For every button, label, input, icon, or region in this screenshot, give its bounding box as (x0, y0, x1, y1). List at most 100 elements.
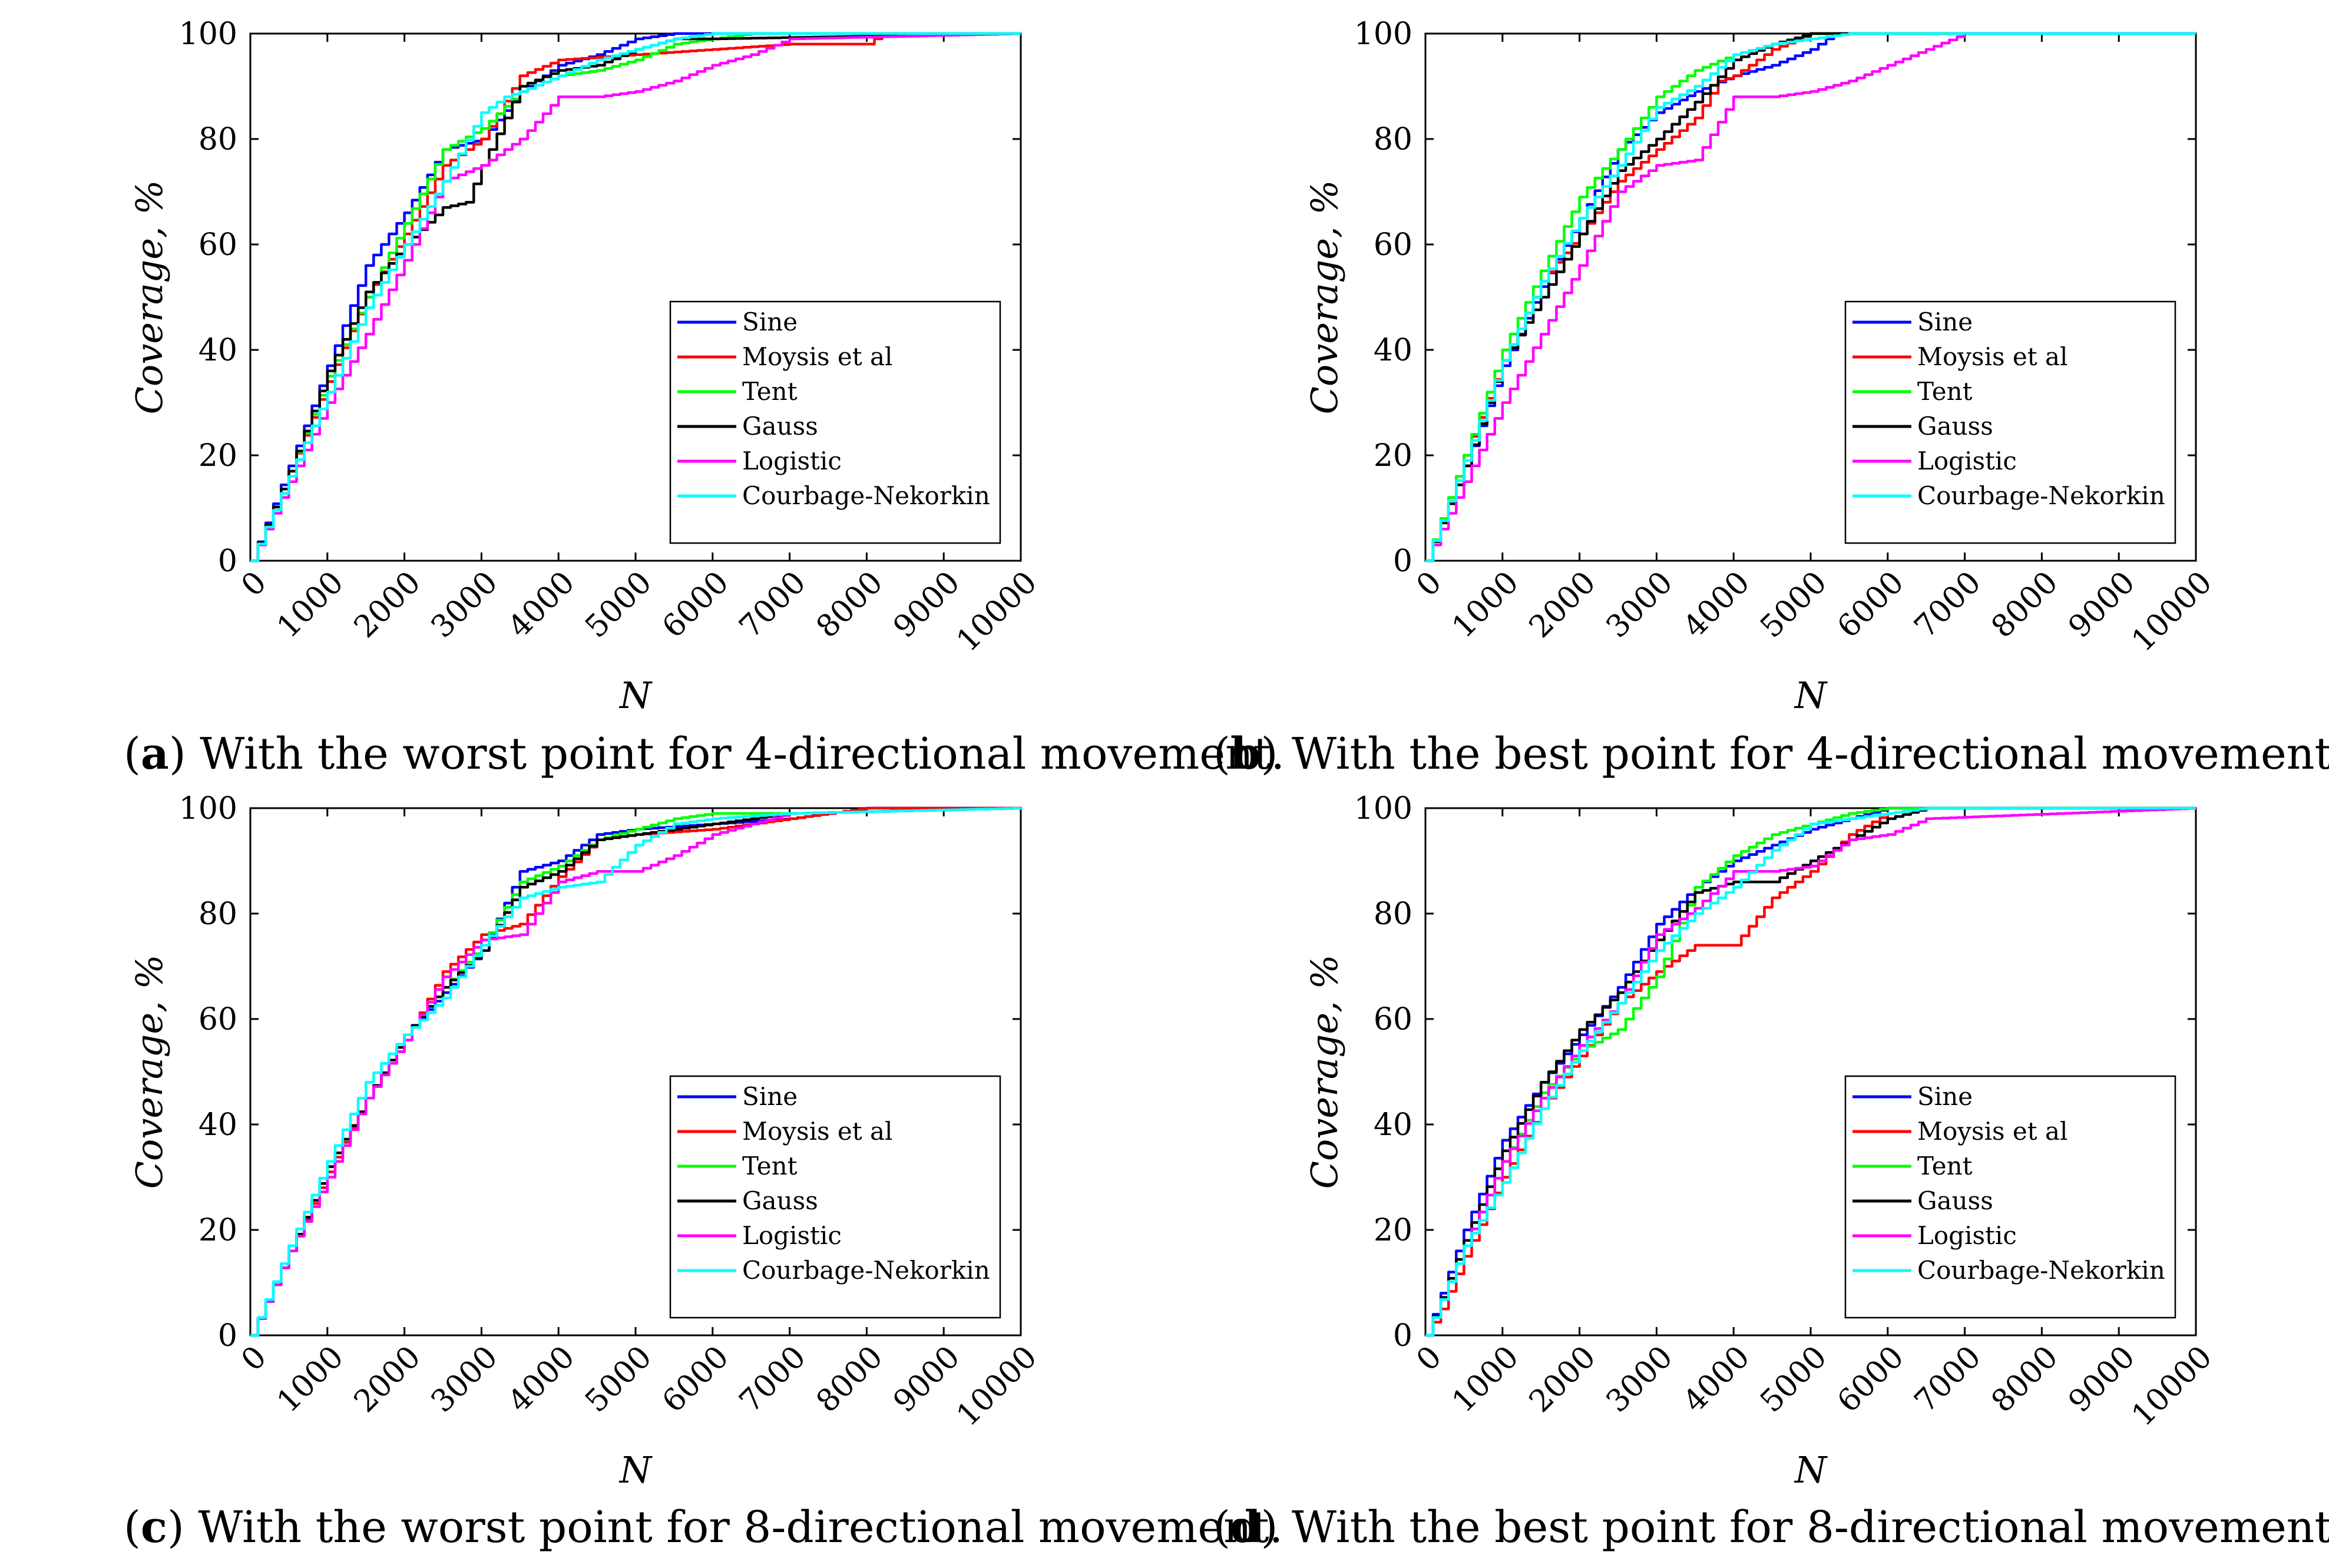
y-tick-label: 40 (199, 1107, 237, 1143)
legend-label: Gauss (1917, 1186, 1993, 1215)
y-tick-label: 0 (1393, 544, 1412, 579)
y-tick-label: 0 (1393, 1318, 1412, 1354)
legend-label: Moysis et al (742, 1117, 892, 1146)
y-tick-label: 60 (199, 227, 237, 263)
chart-panel-c: 0204060801000100020003000400050006000700… (124, 791, 1283, 1553)
x-tick-label: 4000 (1676, 565, 1756, 645)
x-tick-label: 3000 (425, 1339, 505, 1420)
y-axis-label: Coverage, % (128, 955, 171, 1189)
legend: Sine Moysis et al Tent Gauss Logistic Courbag… (1844, 300, 2176, 544)
x-axis-label: N (1794, 674, 1828, 717)
caption-letter: d (1230, 1502, 1261, 1553)
x-tick-label: 2000 (348, 1339, 428, 1420)
series-line-courbage-nekorkin (1425, 32, 2196, 563)
y-tick-label: 20 (199, 438, 237, 474)
x-tick-label: 2000 (348, 565, 428, 645)
legend-label: Moysis et al (742, 342, 892, 371)
x-tick-label: 10000 (2125, 1339, 2219, 1433)
caption-letter: b (1230, 729, 1261, 779)
series-line-logistic (1425, 807, 2198, 1337)
x-tick-label: 5000 (578, 565, 659, 645)
caption-text: With the worst point for 4-directional m… (200, 729, 1285, 779)
x-axis-label: N (618, 1448, 653, 1491)
x-tick-label: 7000 (733, 565, 813, 645)
y-tick-label: 100 (179, 791, 237, 826)
caption-text: With the best point for 4-directional mo… (1292, 729, 2329, 779)
x-tick-label: 10000 (950, 565, 1044, 659)
x-tick-label: 1000 (270, 1339, 350, 1420)
series-line-courbage-nekorkin (250, 807, 1023, 1337)
y-tick-label: 40 (1374, 333, 1412, 368)
caption-text: With the worst point for 8-directional m… (198, 1502, 1283, 1553)
x-tick-label: 1000 (270, 565, 350, 645)
x-tick-label: 5000 (1754, 565, 1834, 645)
legend-label: Sine (1917, 307, 1973, 336)
series-line-courbage-nekorkin (1425, 806, 2196, 1337)
x-tick-label: 6000 (656, 565, 736, 645)
x-tick-label: 7000 (1908, 1339, 1988, 1420)
x-tick-label: 8000 (1985, 1339, 2065, 1420)
legend-label: Logistic (1917, 446, 2017, 475)
y-tick-label: 20 (1374, 1213, 1412, 1248)
y-axis-label: Coverage, % (128, 180, 171, 415)
x-tick-label: 3000 (1600, 1339, 1680, 1420)
x-tick-label: 6000 (1831, 565, 1911, 645)
legend-box (669, 1075, 1001, 1319)
legend-box (1844, 1075, 2176, 1319)
x-tick-label: 7000 (733, 1339, 813, 1420)
x-tick-label: 2000 (1523, 565, 1603, 645)
x-tick-label: 4000 (501, 1339, 581, 1420)
legend-label: Gauss (742, 412, 818, 441)
legend-label: Tent (1917, 377, 1973, 406)
x-tick-label: 7000 (1908, 565, 1988, 645)
panel-caption: (a) With the worst point for 4-direction… (124, 729, 1285, 779)
caption-letter: c (141, 1502, 167, 1553)
legend-label: Courbage-Nekorkin (742, 481, 990, 510)
x-tick-label: 2000 (1523, 1339, 1603, 1420)
legend-label: Logistic (742, 446, 842, 475)
x-tick-label: 0 (234, 565, 273, 604)
y-tick-label: 80 (199, 897, 237, 932)
legend-label: Sine (1917, 1082, 1973, 1111)
x-axis-label: N (1794, 1448, 1828, 1491)
legend-label: Logistic (742, 1221, 842, 1250)
y-tick-label: 80 (1374, 122, 1412, 157)
legend-label: Tent (1917, 1152, 1973, 1180)
y-tick-label: 20 (1374, 438, 1412, 474)
x-tick-label: 3000 (425, 565, 505, 645)
x-tick-label: 8000 (810, 1339, 890, 1420)
y-tick-label: 20 (199, 1213, 237, 1248)
y-tick-label: 40 (199, 333, 237, 368)
legend-label: Courbage-Nekorkin (1917, 1256, 2165, 1285)
legend-label: Courbage-Nekorkin (742, 1256, 990, 1285)
legend-label: Gauss (1917, 412, 1993, 441)
chart-panel-b: 0204060801000100020003000400050006000700… (1213, 16, 2329, 779)
legend: Sine Moysis et al Tent Gauss Logistic Courbag… (669, 1075, 1001, 1319)
x-tick-label: 6000 (656, 1339, 736, 1420)
chart-panel-d: 0204060801000100020003000400050006000700… (1213, 791, 2329, 1553)
legend-label: Moysis et al (1917, 342, 2067, 371)
legend-label: Logistic (1917, 1221, 2017, 1250)
x-tick-label: 10000 (950, 1339, 1044, 1433)
y-tick-label: 0 (218, 544, 237, 579)
x-tick-label: 5000 (578, 1339, 659, 1420)
x-tick-label: 8000 (1985, 565, 2065, 645)
y-tick-label: 60 (1374, 227, 1412, 263)
x-tick-label: 8000 (810, 565, 890, 645)
legend-label: Sine (742, 307, 798, 336)
y-tick-label: 60 (199, 1002, 237, 1037)
legend-label: Sine (742, 1082, 798, 1111)
y-tick-label: 80 (1374, 897, 1412, 932)
legend: Sine Moysis et al Tent Gauss Logistic Courbag… (1844, 1075, 2176, 1319)
y-tick-label: 80 (199, 122, 237, 157)
x-tick-label: 1000 (1445, 565, 1526, 645)
legend-box (669, 300, 1001, 544)
x-tick-label: 5000 (1754, 1339, 1834, 1420)
x-tick-label: 6000 (1831, 1339, 1911, 1420)
legend-label: Courbage-Nekorkin (1917, 481, 2165, 510)
legend-label: Tent (742, 377, 798, 406)
legend-label: Moysis et al (1917, 1117, 2067, 1146)
x-axis-label: N (618, 674, 653, 717)
y-tick-label: 40 (1374, 1107, 1412, 1143)
